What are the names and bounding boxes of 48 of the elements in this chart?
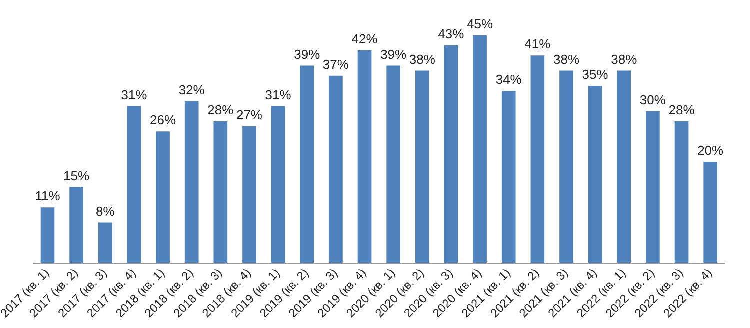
data-label: 38% — [553, 52, 580, 67]
bar — [588, 86, 602, 264]
data-label: 20% — [698, 143, 724, 158]
data-label: 27% — [236, 108, 263, 123]
bar — [300, 66, 314, 264]
data-label: 8% — [96, 204, 116, 219]
bar — [40, 208, 55, 264]
data-label: 34% — [496, 72, 522, 88]
bar — [560, 70, 574, 264]
bar — [530, 56, 545, 264]
data-label: 35% — [582, 67, 609, 82]
data-label: 45% — [467, 16, 494, 32]
bar — [156, 132, 170, 264]
bar — [704, 162, 718, 264]
bar — [242, 126, 256, 264]
bar — [502, 91, 516, 264]
data-label: 30% — [640, 92, 666, 108]
bar — [415, 70, 430, 264]
data-label: 28% — [668, 102, 696, 118]
data-label: 26% — [150, 112, 176, 128]
data-label: 31% — [265, 87, 292, 102]
bar — [444, 45, 458, 264]
bar — [70, 187, 84, 264]
data-label: 28% — [208, 102, 234, 118]
data-label: 38% — [611, 52, 638, 67]
bar — [358, 50, 372, 264]
data-label: 39% — [294, 46, 321, 62]
data-label: 37% — [322, 56, 350, 72]
bar — [386, 66, 400, 264]
bar — [214, 121, 228, 264]
data-label: 41% — [524, 36, 552, 52]
bar — [646, 111, 660, 264]
bar — [98, 222, 112, 264]
data-label: 43% — [438, 26, 465, 42]
data-label: 31% — [121, 87, 148, 102]
bar — [184, 101, 199, 264]
data-label: 39% — [380, 46, 408, 62]
bar — [271, 106, 286, 264]
data-label: 15% — [64, 168, 90, 184]
data-label: 32% — [178, 82, 206, 98]
bar — [674, 121, 689, 264]
bar — [617, 70, 632, 264]
data-label: 11% — [35, 188, 61, 204]
bar — [127, 106, 142, 264]
bar — [473, 35, 487, 264]
bar — [329, 76, 343, 264]
data-label: 42% — [352, 32, 378, 47]
data-label: 38% — [409, 52, 436, 67]
